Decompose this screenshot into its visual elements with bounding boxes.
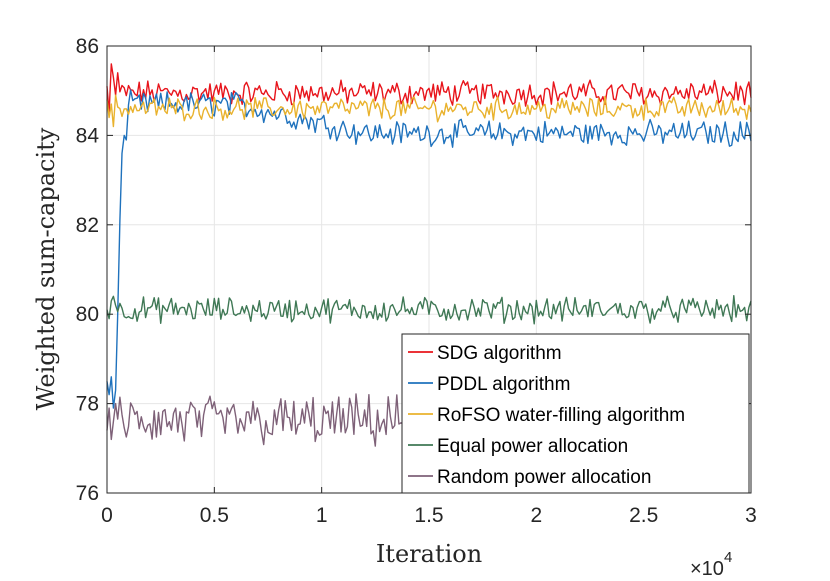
legend-label-rofso: RoFSO water-filling algorithm	[437, 405, 685, 426]
tick-labels: 0 0.5 1 1.5 2 2.5 3 76 78 80 82 84 86	[76, 35, 757, 527]
legend: SDG algorithm PDDL algorithm RoFSO water-f…	[401, 333, 750, 494]
x-tick-label-0: 0	[101, 504, 113, 527]
y-axis-title: Weighted sum-capacity	[32, 127, 60, 410]
x-exponent: ×10 4	[690, 549, 732, 580]
legend-label-random: Random power allocation	[437, 467, 651, 488]
x-tick-label-4: 2	[530, 504, 542, 527]
series-layer	[106, 63, 752, 447]
series-line-sdg	[106, 63, 752, 114]
x-tick-label-5: 2.5	[629, 504, 658, 527]
y-tick-label-4: 84	[76, 124, 100, 147]
series-line-rofso	[106, 94, 752, 128]
legend-label-equal: Equal power allocation	[437, 436, 628, 457]
legend-label-sdg: SDG algorithm	[437, 343, 562, 364]
x-tick-label-2: 1	[316, 504, 328, 527]
x-axis-title: Iteration	[376, 540, 482, 568]
series-line-pddl	[106, 89, 752, 409]
x-exponent-base: ×10	[690, 558, 724, 580]
y-tick-label-2: 80	[76, 303, 99, 326]
x-tick-label-6: 3	[745, 504, 757, 527]
y-tick-label-0: 76	[76, 482, 99, 505]
x-tick-label-3: 1.5	[414, 504, 443, 527]
legend-box	[401, 333, 750, 494]
y-tick-label-3: 82	[76, 214, 99, 237]
x-exponent-power: 4	[724, 549, 732, 566]
legend-label-pddl: PDDL algorithm	[437, 374, 570, 395]
y-tick-label-1: 78	[76, 393, 99, 416]
series-line-equal	[106, 295, 752, 325]
x-tick-label-1: 0.5	[200, 504, 229, 527]
series-line-random	[106, 393, 419, 447]
y-tick-label-5: 86	[76, 35, 99, 58]
